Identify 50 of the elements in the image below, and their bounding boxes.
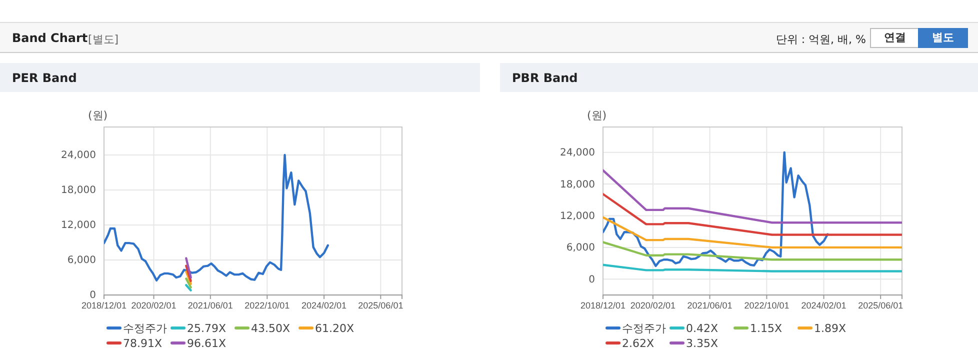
y-tick-label: 0	[90, 290, 96, 302]
legend-label: 1.89X	[814, 322, 846, 335]
x-tick-label: 2021/06/01	[188, 300, 233, 310]
x-tick-label: 2018/12/01	[580, 300, 626, 310]
x-tick-label: 2025/06/01	[358, 300, 404, 310]
x-tick-label: 2020/02/01	[630, 300, 676, 310]
y-tick-label: 6,000	[566, 242, 595, 254]
chart-title: PER Band	[12, 71, 77, 85]
legend-label: 수정주가	[123, 322, 167, 335]
y-tick-label: 18,000	[560, 179, 595, 190]
x-tick-label: 2021/06/01	[687, 300, 732, 310]
legend-label: 수정주가	[622, 322, 666, 335]
chart-title: PBR Band	[512, 71, 578, 85]
legend-label: 0.42X	[686, 322, 718, 335]
x-tick-label: 2025/06/01	[858, 300, 904, 310]
x-tick-label: 2022/10/01	[744, 300, 790, 310]
y-tick-label: 6,000	[67, 255, 96, 266]
line-series	[603, 192, 902, 236]
y-tick-label: 0	[588, 274, 595, 286]
x-tick-label: 2018/12/01	[81, 300, 127, 310]
y-tick-label: 12,000	[560, 210, 595, 222]
y-axis-title: (원)	[587, 109, 607, 122]
line-series	[603, 151, 829, 268]
legend-label: 2.62X	[622, 337, 654, 350]
legend-label: 96.61X	[187, 337, 226, 350]
line-series	[104, 154, 329, 282]
legend-label: 43.50X	[251, 322, 290, 335]
y-tick-label: 18,000	[61, 185, 96, 196]
y-tick-label: 24,000	[61, 150, 96, 162]
line-series	[603, 216, 902, 249]
y-tick-label: 12,000	[61, 220, 96, 232]
legend-label: 25.79X	[187, 322, 226, 335]
x-tick-label: 2024/02/01	[801, 300, 846, 310]
text: 별도	[918, 28, 968, 48]
line-series	[603, 241, 902, 261]
text: 단위 : 억원, 배, %	[776, 32, 866, 47]
y-axis-title: (원)	[88, 109, 108, 122]
legend-label: 78.91X	[123, 337, 162, 350]
line-series	[603, 264, 902, 272]
text: 연결	[870, 28, 920, 48]
text: [별도]	[88, 32, 119, 47]
legend-label: 3.35X	[686, 337, 718, 350]
x-tick-label: 2022/10/01	[244, 300, 290, 310]
text: Band Chart	[12, 31, 88, 45]
line-series	[603, 169, 902, 224]
legend-label: 1.15X	[750, 322, 782, 335]
y-tick-label: 24,000	[560, 148, 595, 159]
x-tick-label: 2024/02/01	[302, 300, 347, 310]
legend-label: 61.20X	[315, 322, 354, 335]
x-tick-label: 2020/02/01	[131, 300, 176, 310]
